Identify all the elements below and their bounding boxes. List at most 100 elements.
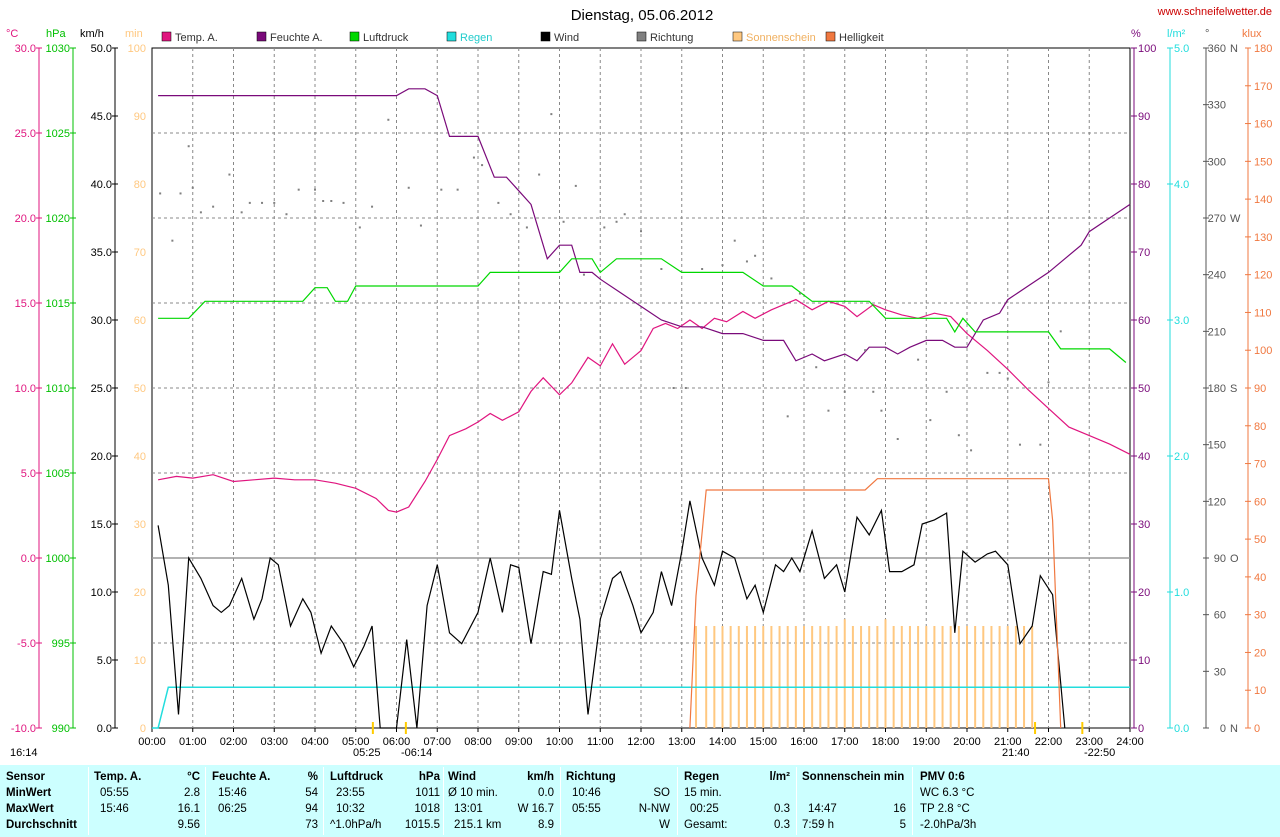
axes: 00:00 01:00 02:00 03:00 04:00 05:00 06:00 07:00…: [6, 28, 1272, 748]
direction-point: [212, 205, 215, 208]
direction-point: [330, 200, 333, 202]
direction-axis-tick-label: 300: [1208, 156, 1226, 168]
direction-point: [786, 415, 789, 418]
dir-column: Richtung 10:46 SO 05:55 N-NW W: [566, 765, 670, 837]
sun-axis-tick-label: 80: [134, 179, 146, 191]
direction-point: [1006, 377, 1009, 380]
site-link[interactable]: www.schneifelwetter.de: [1157, 6, 1272, 18]
temp-axis-tick-label: 10.0: [15, 383, 36, 395]
sun-max-time: 14:47: [808, 803, 837, 815]
unit-label-lux: klux: [1242, 28, 1262, 40]
series-line-feuchte-a: [158, 88, 1131, 362]
x-tick-label: 10:00: [546, 736, 574, 748]
sun-axis-tick-label: 40: [134, 451, 146, 463]
sunset-label: 21:40: [1002, 747, 1030, 759]
humidity-axis-tick-label: 50: [1138, 383, 1150, 395]
direction-point: [187, 145, 190, 148]
temp-axis-tick-label: 25.0: [15, 128, 36, 140]
pressure-axis-tick-label: 1010: [46, 383, 70, 395]
direction-point: [582, 273, 585, 276]
plot-area: [152, 88, 1131, 734]
direction-point: [481, 164, 484, 167]
direction-compass-label: S: [1230, 383, 1237, 395]
direction-point: [733, 239, 736, 242]
direction-point: [191, 186, 194, 189]
rain-15min-label: 15 min.: [684, 787, 722, 799]
x-tick-label: 11:00: [587, 736, 614, 748]
wind-axis-tick-label: 15.0: [91, 519, 112, 531]
temp-avg-value: 9.56: [177, 819, 200, 831]
humidity-axis-tick-label: 90: [1138, 111, 1150, 123]
pressure-axis-tick-label: 995: [52, 638, 70, 650]
legend-label: Sonnenschein: [746, 32, 816, 44]
hum-max-value: 94: [305, 803, 318, 815]
legend-swatch: [636, 31, 647, 42]
sun-markers: 05:25 -06:14 21:40 -22:50 16:14: [10, 747, 1115, 759]
wind-axis-tick-label: 20.0: [91, 451, 112, 463]
direction-point: [562, 220, 565, 223]
x-tick-label: 02:00: [220, 736, 248, 748]
wind-avg-value: 8.9: [538, 819, 554, 831]
rain-axis-tick-label: 1.0: [1174, 587, 1189, 599]
direction-point: [171, 239, 174, 242]
row-label-avg: Durchschnitt: [6, 819, 77, 831]
humidity-axis-tick-label: 100: [1138, 43, 1156, 55]
footer-time: 16:14: [10, 747, 38, 759]
direction-axis-tick-label: 270: [1208, 213, 1226, 225]
series-line-temp-a: [157, 298, 1131, 513]
lux-axis-tick-label: 140: [1254, 194, 1272, 206]
direction-compass-label: O: [1230, 553, 1239, 565]
direction-compass-label: W: [1230, 213, 1241, 225]
x-tick-label: 01:00: [179, 736, 207, 748]
rain-column: Regen l/m² 15 min. 00:25 0.3 Gesamt: 0.3: [684, 765, 790, 837]
direction-point: [945, 390, 948, 393]
direction-point: [285, 213, 288, 216]
direction-point: [1059, 330, 1062, 333]
temp-max-time: 15:46: [100, 803, 129, 815]
temp-axis-tick-label: 20.0: [15, 213, 36, 225]
x-tick-label: 07:00: [423, 736, 451, 748]
sun-max-value: 16: [893, 803, 906, 815]
row-label-min: MinWert: [6, 787, 52, 799]
rain-total-label: Gesamt:: [684, 819, 728, 831]
direction-point: [228, 173, 231, 176]
direction-point: [550, 113, 553, 116]
temp-max-value: 16.1: [177, 803, 200, 815]
series-line-helligkeit: [689, 478, 1062, 729]
direction-axis-tick-label: 360: [1208, 43, 1226, 55]
dusk-label: -22:50: [1084, 747, 1115, 759]
direction-point: [509, 213, 512, 216]
x-tick-label: 21:00: [994, 736, 1022, 748]
press-head: Luftdruck: [330, 771, 384, 783]
press-column: Luftdruck hPa 23:55 1011 10:32 1018 ^1.0…: [330, 765, 440, 837]
direction-point: [864, 349, 867, 352]
direction-point: [721, 264, 724, 267]
rain-axis-tick-label: 5.0: [1174, 43, 1189, 55]
direction-point: [240, 211, 243, 214]
direction-point: [798, 292, 801, 295]
rain-total-value: 0.3: [774, 819, 790, 831]
press-max-value: 1018: [414, 803, 440, 815]
pmv-column: PMV 0:6 WC 6.3 °C TP 2.8 °C -2.0hPa/3h: [920, 765, 1040, 837]
x-tick-label: 14:00: [709, 736, 737, 748]
weather-chart: Dienstag, 05.06.2012 www.schneifelwetter…: [6, 6, 1272, 759]
x-tick-label: 15:00: [749, 736, 777, 748]
wind-avg10-label: Ø 10 min.: [448, 787, 498, 799]
divider: [796, 767, 797, 835]
pressure-axis-tick-label: 1000: [46, 553, 70, 565]
hum-column: Feuchte A. % 15:46 54 06:25 94 73: [212, 765, 318, 837]
sun-axis-tick-label: 50: [134, 383, 146, 395]
sun-head: Sonnenschein min: [802, 771, 905, 783]
sun-total: 7:59 h: [802, 819, 834, 831]
sun-axis-tick-label: 100: [128, 43, 146, 55]
legend-swatch: [349, 31, 360, 42]
humidity-axis-tick-label: 70: [1138, 247, 1150, 259]
humidity-axis-tick-label: 20: [1138, 587, 1150, 599]
series-line-wind: [157, 500, 1066, 729]
lux-axis-tick-label: 130: [1254, 232, 1272, 244]
sun-axis-tick-label: 60: [134, 315, 146, 327]
legend-label: Wind: [554, 32, 579, 44]
humidity-axis-tick-label: 40: [1138, 451, 1150, 463]
x-tick-label: 08:00: [464, 736, 492, 748]
legend-swatch: [540, 31, 551, 42]
